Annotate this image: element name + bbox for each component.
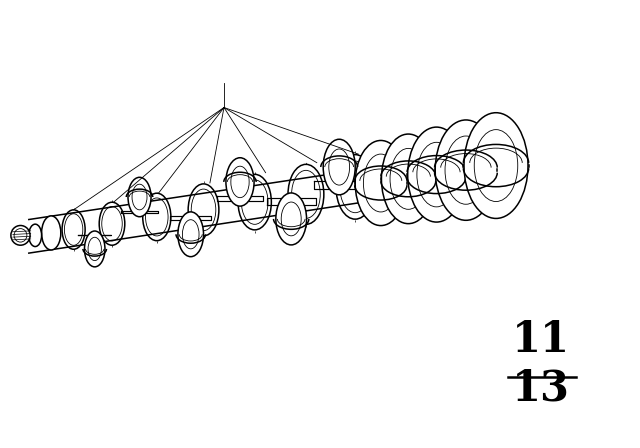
Ellipse shape [178,212,204,257]
Text: 13: 13 [512,368,570,410]
Ellipse shape [42,216,61,250]
Ellipse shape [355,141,406,226]
Polygon shape [121,211,158,213]
Ellipse shape [276,193,307,245]
Ellipse shape [288,164,324,224]
Ellipse shape [435,120,497,220]
Polygon shape [218,196,262,201]
Ellipse shape [464,113,528,219]
Ellipse shape [143,193,171,241]
Polygon shape [29,149,499,253]
Ellipse shape [128,177,151,217]
Ellipse shape [336,155,374,219]
Polygon shape [314,181,365,189]
Ellipse shape [84,231,105,267]
Ellipse shape [62,210,85,249]
Ellipse shape [99,202,125,245]
Polygon shape [267,198,316,205]
Text: 11: 11 [512,319,570,361]
Ellipse shape [226,158,254,206]
Ellipse shape [381,134,435,224]
Ellipse shape [238,174,271,230]
Ellipse shape [323,139,355,195]
Ellipse shape [408,127,465,222]
Polygon shape [170,216,211,220]
Ellipse shape [29,224,42,246]
Ellipse shape [11,225,30,245]
Ellipse shape [188,184,219,236]
